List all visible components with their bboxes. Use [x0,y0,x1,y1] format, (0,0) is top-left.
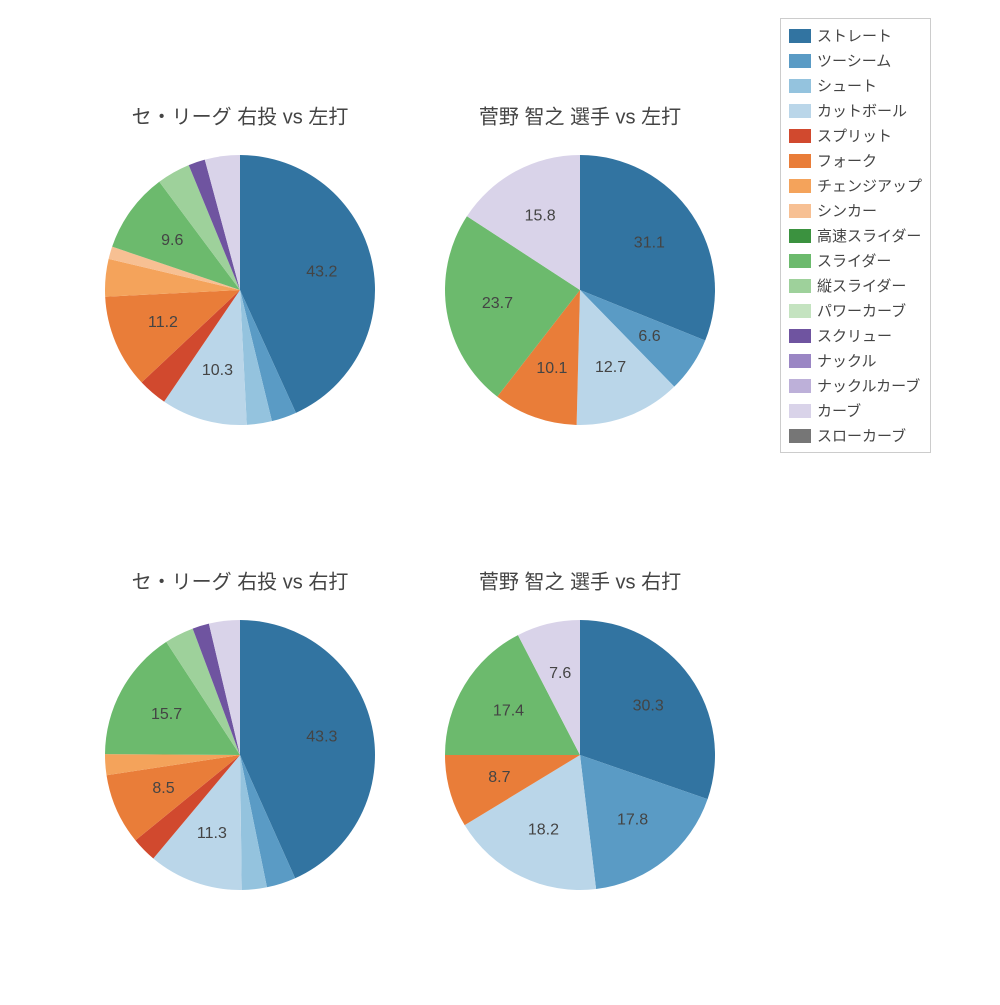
legend-label: ストレート [817,25,892,46]
slice-value-label: 43.2 [306,263,337,280]
chart-title: セ・リーグ 右投 vs 右打 [132,566,349,595]
slice-value-label: 10.1 [536,360,567,377]
slice-value-label: 8.7 [488,769,510,786]
legend-label: スクリュー [817,325,892,346]
slice-value-label: 15.7 [151,706,182,723]
slice-value-label: 43.3 [306,729,337,746]
slice-value-label: 17.8 [617,811,648,828]
legend-label: スローカーブ [817,425,906,446]
legend-item: ツーシーム [789,50,922,71]
legend-label: カットボール [817,100,907,121]
legend-swatch [789,129,811,143]
legend-swatch [789,79,811,93]
slice-value-label: 31.1 [634,234,665,251]
slice-value-label: 11.2 [148,314,178,331]
legend-label: シンカー [817,200,877,221]
legend-swatch [789,279,811,293]
slice-value-label: 17.4 [493,703,524,720]
legend-swatch [789,429,811,443]
legend-label: ツーシーム [817,50,891,71]
legend-item: シュート [789,75,922,96]
slice-value-label: 8.5 [152,780,174,797]
slice-value-label: 10.3 [202,362,233,379]
legend-swatch [789,229,811,243]
slice-value-label: 12.7 [595,359,626,376]
legend-swatch [789,329,811,343]
slice-value-label: 11.3 [197,825,227,842]
slice-value-label: 30.3 [633,698,664,715]
slice-value-label: 9.6 [161,232,183,249]
slice-value-label: 7.6 [549,665,571,682]
legend-label: スプリット [817,125,892,146]
legend-label: パワーカーブ [817,300,906,321]
legend-label: カーブ [817,400,861,421]
legend-label: ナックルカーブ [817,375,920,396]
legend-swatch [789,254,811,268]
legend-item: パワーカーブ [789,300,922,321]
legend-item: シンカー [789,200,922,221]
legend-swatch [789,304,811,318]
legend-item: 縦スライダー [789,275,922,296]
legend-item: カーブ [789,400,922,421]
legend-item: スライダー [789,250,922,271]
slice-value-label: 18.2 [528,821,559,838]
legend-item: チェンジアップ [789,175,922,196]
legend-swatch [789,179,811,193]
legend-label: チェンジアップ [817,175,922,196]
legend-item: 高速スライダー [789,225,922,246]
legend-item: カットボール [789,100,922,121]
pitch-type-legend: ストレートツーシームシュートカットボールスプリットフォークチェンジアップシンカー… [780,18,931,453]
figure: 43.2 10.3 11.2 9.6 31.1 6.6 12.7 10.1 23.7 15.8 43… [0,0,1000,1000]
legend-label: ナックル [817,350,877,371]
legend-label: スライダー [817,250,891,271]
legend-item: スプリット [789,125,922,146]
legend-item: スクリュー [789,325,922,346]
chart-title: セ・リーグ 右投 vs 左打 [132,101,349,130]
chart-title: 菅野 智之 選手 vs 右打 [479,566,681,595]
legend-item: ナックルカーブ [789,375,922,396]
legend-swatch [789,29,811,43]
legend-swatch [789,404,811,418]
slice-value-label: 6.6 [638,328,660,345]
legend-swatch [789,379,811,393]
slice-value-label: 15.8 [525,208,556,225]
legend-swatch [789,204,811,218]
legend-swatch [789,54,811,68]
legend-label: フォーク [817,150,877,171]
legend-item: ストレート [789,25,922,46]
legend-swatch [789,154,811,168]
legend-label: 高速スライダー [817,225,921,246]
chart-title: 菅野 智之 選手 vs 左打 [479,101,681,130]
legend-item: ナックル [789,350,922,371]
slice-value-label: 23.7 [482,295,513,312]
legend-label: シュート [817,75,877,96]
legend-swatch [789,104,811,118]
legend-label: 縦スライダー [817,275,906,296]
legend-item: フォーク [789,150,922,171]
legend-swatch [789,354,811,368]
legend-item: スローカーブ [789,425,922,446]
